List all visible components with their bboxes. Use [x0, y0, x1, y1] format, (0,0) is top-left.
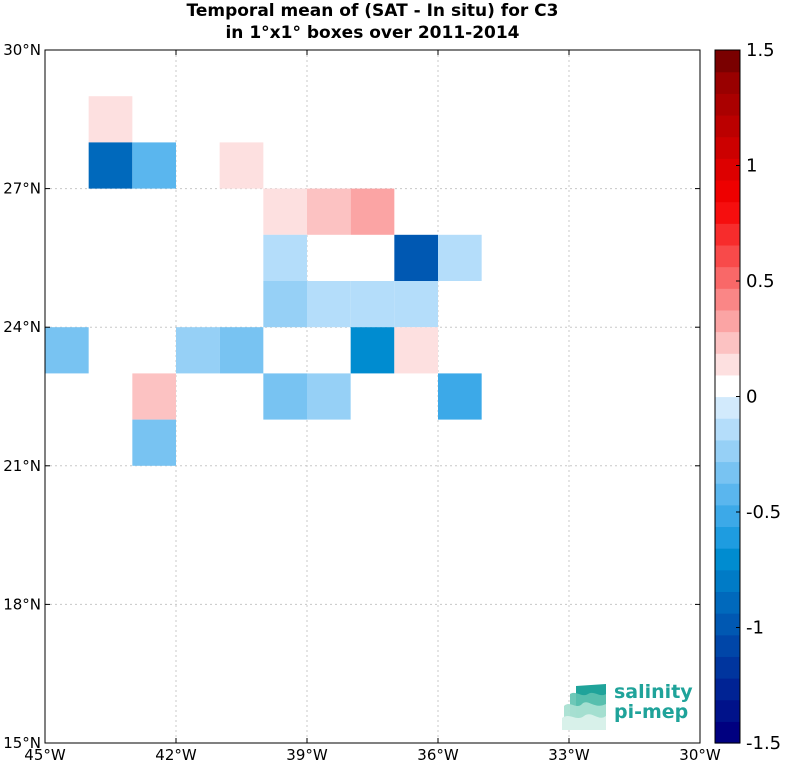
- chart-title-line-2: in 1°x1° boxes over 2011-2014: [225, 23, 520, 43]
- colorbar-tick-label: 0: [746, 387, 757, 408]
- wave-logo-icon: [562, 684, 606, 730]
- colorbar-swatch: [715, 309, 740, 333]
- heatmap-cell: [394, 234, 438, 281]
- colorbar-tick-label: -0.5: [746, 502, 781, 523]
- colorbar-swatch: [715, 418, 740, 441]
- heatmap-cell: [219, 327, 264, 374]
- heatmap-cell: [350, 281, 395, 328]
- colorbar-tick-label: -1: [746, 618, 764, 639]
- colorbar-swatch: [715, 50, 740, 73]
- heatmap-cell: [88, 142, 133, 189]
- colorbar-swatch: [715, 244, 740, 268]
- y-tick-label: 18°N: [3, 595, 41, 613]
- colorbar-swatch: [715, 223, 740, 246]
- colorbar-swatch: [715, 678, 740, 701]
- colorbar-swatch: [715, 591, 740, 614]
- heatmap-cell: [45, 327, 89, 374]
- colorbar-swatch: [715, 353, 740, 376]
- logo-text-salinity: salinity: [614, 681, 693, 703]
- axis-ticks: 45°W 42°W 39°W 36°W 33°W 30°W 15°N 18°N 21°N 24°N…: [3, 41, 721, 763]
- colorbar-swatch: [715, 613, 740, 636]
- x-tick-label: 45°W: [24, 746, 66, 763]
- heatmap-cell: [88, 96, 133, 143]
- colorbar-swatch: [715, 179, 740, 203]
- heatmap-cell: [350, 327, 395, 374]
- colorbar-swatch: [715, 483, 740, 506]
- colorbar: 1.5 1 0.5 0 -0.5 -1 -1.5: [714, 40, 781, 754]
- logo-text-pi-mep: pi-mep: [614, 701, 689, 723]
- colorbar-tick-label: 0.5: [746, 271, 775, 292]
- colorbar-swatch: [715, 158, 740, 181]
- heatmap-cell: [350, 188, 395, 235]
- chart-title: Temporal mean of (SAT - In situ) for C3 …: [0, 0, 745, 44]
- plot-frame: [44, 49, 701, 744]
- colorbar-swatch: [715, 439, 740, 463]
- salinity-pi-mep-logo: salinity pi-mep: [562, 680, 702, 732]
- colorbar-swatch: [715, 721, 740, 744]
- colorbar-swatch: [715, 93, 740, 116]
- x-tick-label: 36°W: [417, 746, 459, 763]
- heatmap-cell: [263, 188, 307, 235]
- heatmap-cell: [307, 373, 351, 420]
- colorbar-swatch: [715, 374, 740, 398]
- x-tick-label: 42°W: [155, 746, 197, 763]
- heatmap-cell: [132, 419, 176, 466]
- colorbar-swatch: [715, 548, 740, 571]
- y-tick-label: 27°N: [3, 180, 41, 198]
- heatmap-cell: [307, 281, 351, 328]
- heatmap-cells: [45, 96, 482, 466]
- colorbar-tick-label: -1.5: [746, 733, 781, 754]
- y-tick-label: 30°N: [3, 41, 41, 59]
- colorbar-swatch: [715, 136, 740, 159]
- heatmap-cell: [263, 373, 307, 420]
- colorbar-swatch: [715, 266, 740, 289]
- x-tick-label: 33°W: [548, 746, 590, 763]
- colorbar-swatch: [715, 634, 740, 657]
- heatmap-cell: [394, 281, 438, 328]
- colorbar-swatch: [715, 699, 740, 722]
- heatmap-cell: [219, 142, 264, 189]
- heatmap-cell: [394, 327, 438, 374]
- heatmap-cell: [438, 373, 482, 420]
- x-tick-label: 30°W: [679, 746, 721, 763]
- colorbar-swatch: [715, 461, 740, 484]
- colorbar-swatch: [715, 569, 740, 593]
- colorbar-swatch: [715, 288, 740, 311]
- heatmap-cell: [263, 234, 307, 281]
- heatmap-cell: [263, 281, 307, 328]
- colorbar-swatch: [715, 114, 740, 138]
- colorbar-swatch: [715, 656, 740, 679]
- colorbar-swatch: [715, 331, 740, 354]
- y-tick-label: 15°N: [3, 734, 41, 752]
- heatmap-cell: [176, 327, 220, 374]
- colorbar-swatch: [715, 504, 740, 528]
- y-tick-label: 24°N: [3, 318, 41, 336]
- y-tick-label: 21°N: [3, 457, 41, 475]
- colorbar-swatch: [715, 526, 740, 549]
- colorbar-swatch: [715, 201, 740, 224]
- heatmap-cell: [438, 234, 482, 281]
- heatmap-cell: [132, 142, 176, 189]
- colorbar-swatch: [715, 71, 740, 94]
- heatmap-cell: [307, 188, 351, 235]
- heatmap-cell: [132, 373, 176, 420]
- colorbar-tick-label: 1.5: [746, 40, 775, 61]
- colorbar-tick-label: 1: [746, 156, 757, 177]
- colorbar-swatch: [715, 396, 740, 419]
- x-tick-label: 39°W: [286, 746, 328, 763]
- chart-title-line-1: Temporal mean of (SAT - In situ) for C3: [186, 1, 559, 21]
